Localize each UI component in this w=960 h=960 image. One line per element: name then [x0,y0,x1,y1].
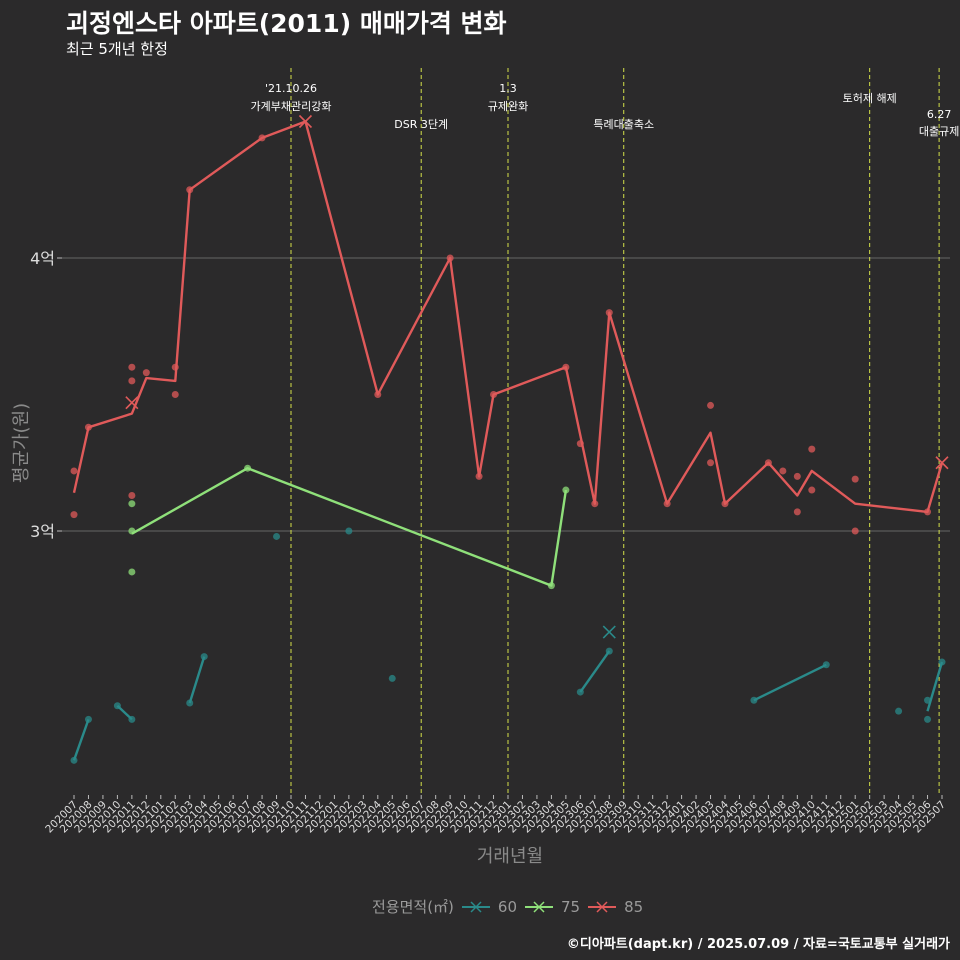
data-point-60 [924,715,932,723]
data-point-75 [128,568,136,576]
legend-swatch-75 [525,900,553,913]
series-line-85 [72,120,944,514]
data-point-85 [779,467,787,475]
data-point-75 [128,500,136,508]
data-point-85 [707,401,715,409]
policy-annotation: 대출규제 [919,125,959,138]
x-marker [125,396,139,410]
policy-annotation: 1.3 [499,82,517,95]
y-tick-label: 3억 [30,522,55,541]
policy-annotation: 특례대출축소 [593,118,654,131]
data-point-85 [128,377,136,385]
series-line-75 [131,467,568,587]
policy-annotation: 가계부채관리강화 [251,100,332,113]
policy-annotation: '21.10.26 [265,82,317,95]
chart-subtitle: 최근 5개년 한정 [66,40,168,58]
data-point-60 [388,674,396,682]
data-point-85 [128,492,136,500]
x-axis-label: 거래년월 [476,846,544,867]
data-point-85 [808,486,816,494]
data-point-85 [851,475,859,483]
policy-annotation: DSR 3단계 [394,118,448,131]
legend-label-60: 60 [497,897,517,916]
data-point-85 [707,459,715,467]
y-axis-label: 평균가(원) [11,402,32,484]
data-point-85 [70,511,78,519]
source-caption: ©디아파트(dapt.kr) / 2025.07.09 / 자료=국토교통부 실… [566,937,950,952]
x-marker [935,456,949,470]
data-point-85 [128,363,136,371]
series-line-60 [188,656,206,704]
series-line-60 [579,650,611,693]
data-point-85 [142,369,150,377]
series-line-60 [116,704,133,721]
policy-annotation: 토허제 해제 [843,91,897,105]
legend-label-85: 85 [624,897,644,916]
legend: 전용면적(㎡) 60 75 85 [372,896,643,917]
data-point-60 [895,707,903,715]
series-line-60 [753,663,827,702]
data-point-85 [171,391,179,398]
data-point-85 [793,508,801,516]
series-line-60 [72,718,90,761]
x-marker [298,114,313,129]
data-point-60 [345,527,353,535]
chart-title: 괴정엔스타 아파트(2011) 매매가격 변화 [66,9,507,38]
legend-swatch-85 [588,900,617,913]
data-point-85 [851,527,859,535]
data-point-60 [273,532,281,540]
legend-swatch-60 [461,900,490,913]
x-marker [602,625,616,639]
policy-annotation: 6.27 [927,108,952,121]
data-point-75 [562,486,570,494]
legend-label-75: 75 [561,897,581,916]
data-point-85 [808,445,816,453]
series-line-60 [926,661,944,712]
y-tick-label: 4억 [30,249,55,268]
data-point-85 [793,472,801,480]
data-point-85 [70,467,78,475]
policy-annotation: 규제완화 [488,100,528,113]
legend-title: 전용면적(㎡) [372,898,454,916]
